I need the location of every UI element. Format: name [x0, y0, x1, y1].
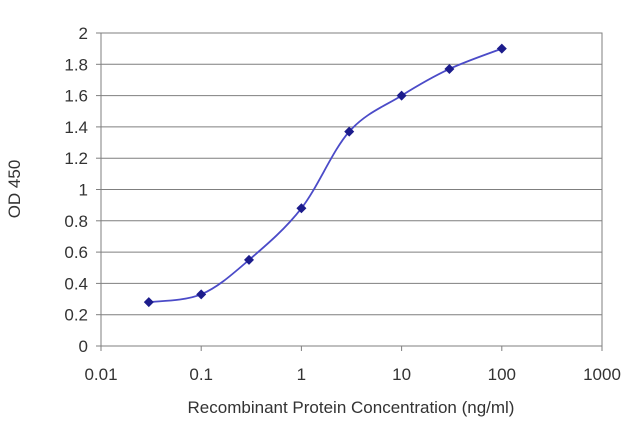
y-tick-label: 1.4 [64, 118, 88, 137]
y-tick-label: 0.8 [64, 212, 88, 231]
data-point-marker [444, 63, 455, 74]
x-tick-label: 100 [488, 365, 516, 384]
y-axis-title: OD 450 [5, 160, 24, 219]
data-point-marker [143, 297, 154, 308]
x-tick-label: 0.01 [84, 365, 117, 384]
data-point-marker [244, 254, 255, 265]
y-axis-ticks: 0 0.2 0.4 0.6 0.8 1 1.2 1.4 1.6 1.8 2 [64, 24, 101, 356]
data-point-marker [396, 90, 407, 101]
y-tick-label: 0 [79, 337, 88, 356]
y-tick-label: 0.2 [64, 306, 88, 325]
y-tick-label: 0.4 [64, 274, 88, 293]
y-tick-label: 1.6 [64, 87, 88, 106]
y-tick-label: 1.8 [64, 55, 88, 74]
x-tick-label: 0.1 [189, 365, 213, 384]
y-tick-label: 1.2 [64, 149, 88, 168]
series-line [148, 47, 503, 304]
x-tick-label: 1 [297, 365, 306, 384]
data-point-marker [496, 43, 507, 54]
data-point-marker [344, 126, 355, 137]
series-layer [143, 43, 507, 308]
x-tick-label: 10 [392, 365, 411, 384]
x-axis-title: Recombinant Protein Concentration (ng/ml… [188, 398, 515, 417]
y-tick-label: 1 [79, 181, 88, 200]
data-point-marker [196, 289, 207, 300]
y-tick-label: 2 [79, 24, 88, 43]
data-point-marker [296, 203, 307, 214]
x-tick-label: 1000 [583, 365, 621, 384]
y-tick-label: 0.6 [64, 243, 88, 262]
x-axis-ticks: 0.01 0.1 1 10 100 1000 [84, 346, 621, 384]
grid-layer [101, 63, 602, 316]
